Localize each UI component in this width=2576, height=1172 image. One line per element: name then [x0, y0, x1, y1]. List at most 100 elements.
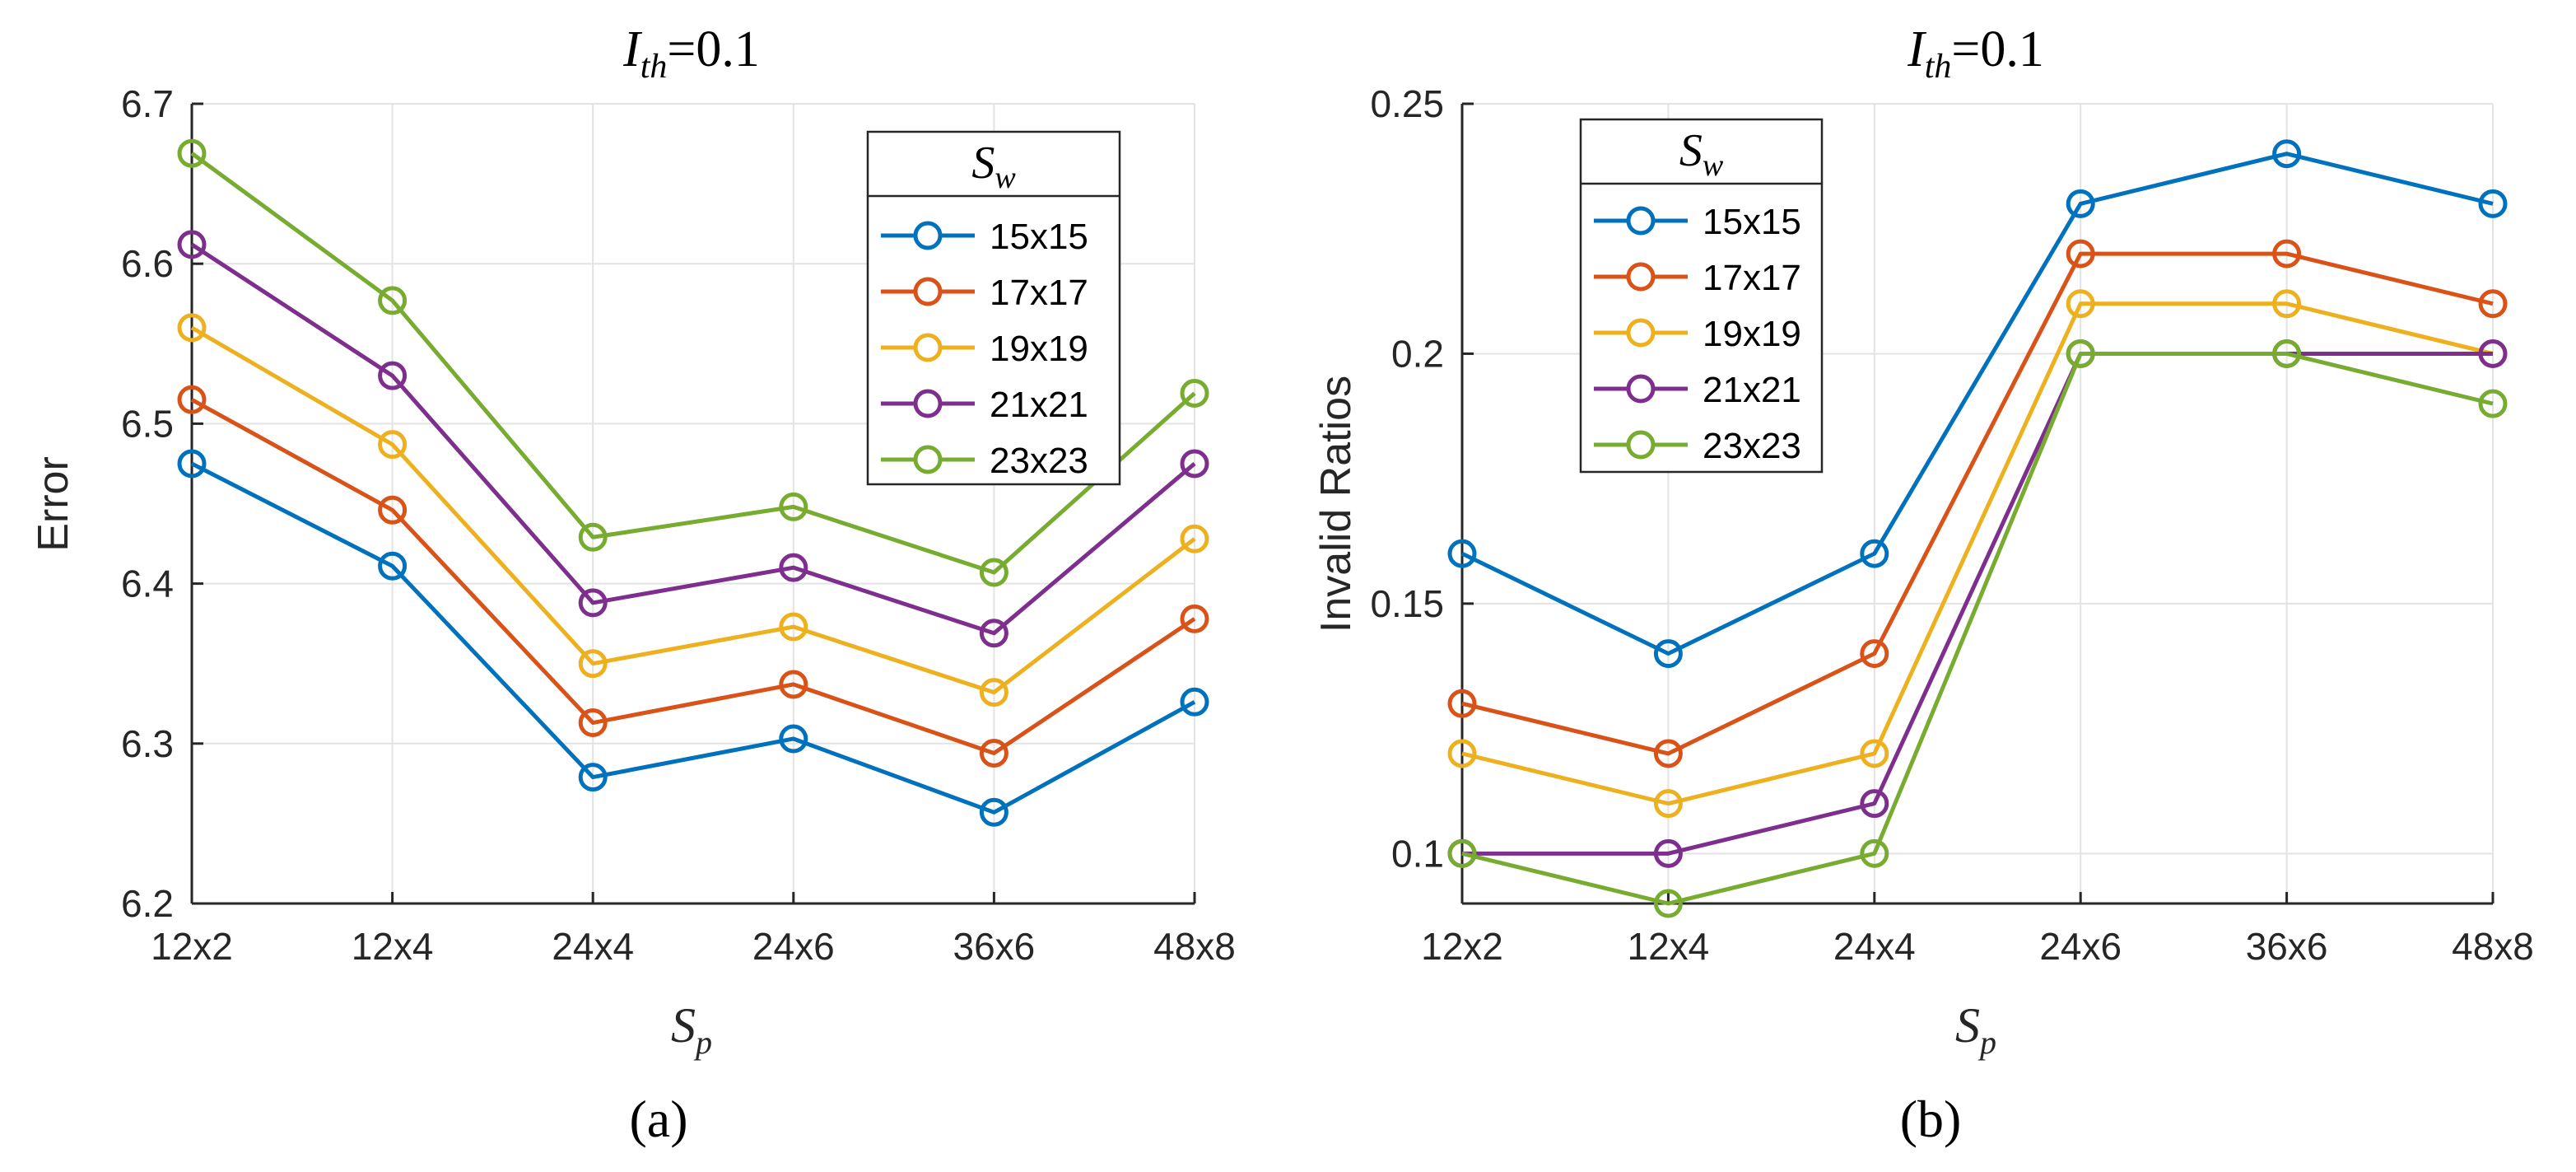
y-tick-label: 0.25: [1370, 82, 1444, 125]
y-tick-label: 0.15: [1370, 582, 1444, 625]
data-point: [1653, 889, 1683, 918]
x-tick-label: 24x6: [752, 925, 835, 968]
data-point: [779, 670, 808, 699]
legend-item: 23x23: [881, 441, 1088, 481]
legend-marker: [913, 277, 943, 306]
y-tick-label: 6.4: [121, 563, 174, 605]
data-point: [1653, 789, 1683, 819]
x-tick-label: 36x6: [2246, 925, 2328, 968]
legend-item: 15x15: [1594, 202, 1801, 242]
data-point: [2272, 239, 2302, 268]
panel-label: (b): [1900, 1090, 1962, 1148]
data-point: [979, 558, 1009, 587]
series-line: [190, 398, 1196, 755]
legend-marker: [1626, 430, 1656, 460]
data-point: [2272, 339, 2302, 368]
data-point: [1860, 789, 1889, 819]
data-point: [979, 738, 1009, 768]
legend-marker: [1626, 318, 1656, 348]
legend-item: 19x19: [881, 329, 1088, 369]
legend-marker: [1626, 262, 1656, 292]
series-line: [190, 461, 1196, 815]
series-line: [1461, 301, 2494, 806]
legend-label: 19x19: [1703, 314, 1801, 354]
data-point: [979, 619, 1009, 648]
data-point: [1447, 838, 1477, 868]
data-point: [1180, 687, 1209, 717]
x-tick-label: 24x4: [552, 925, 634, 968]
legend-label: 17x17: [1703, 258, 1801, 298]
legend-marker: [913, 221, 943, 250]
x-axis-label: Sp: [1955, 998, 1996, 1061]
data-point: [378, 286, 408, 315]
x-tick-label: 12x4: [1628, 925, 1710, 968]
x-tick-label: 12x2: [151, 925, 233, 968]
data-point: [2478, 189, 2508, 218]
data-point: [1180, 524, 1209, 553]
legend: Sw 15x15 17x17 19x19 21x21 23x23: [1579, 118, 1824, 474]
series-23x23: [177, 138, 1209, 587]
y-tick-label: 6.5: [121, 402, 174, 445]
series-line: [1461, 251, 2494, 756]
y-axis-label: Invalid Ratios: [1312, 376, 1360, 633]
data-point: [177, 138, 207, 168]
data-point: [779, 724, 808, 754]
series-line: [1461, 351, 2494, 906]
legend-marker: [1626, 206, 1656, 236]
chart-title: Ith=0.1: [622, 21, 760, 86]
legend-label: 23x23: [990, 441, 1088, 481]
x-tick-label: 36x6: [953, 925, 1036, 968]
data-point: [779, 553, 808, 582]
series-15x15: [177, 449, 1209, 827]
legend-label: 15x15: [1703, 202, 1801, 242]
legend-title-subscript: w: [995, 161, 1016, 195]
data-point: [578, 522, 608, 552]
title-symbol: I: [1907, 21, 1927, 77]
chart-panel-a: 12x2 12x4 24x4 24x6 36x6 48x8 6.2 6.3 6.4 6.5 6.6 6…: [30, 21, 1236, 1148]
legend-label: 21x21: [1703, 370, 1801, 410]
x-label-symbol: S: [1955, 998, 1980, 1053]
data-point: [2066, 339, 2095, 368]
data-point: [1860, 639, 1889, 669]
legend-label: 21x21: [990, 385, 1088, 425]
legend-marker: [913, 445, 943, 474]
data-point: [578, 649, 608, 679]
y-tick-label: 6.3: [121, 722, 174, 765]
data-point: [2478, 339, 2508, 368]
title-subscript: th: [641, 48, 668, 86]
x-tick-label: 48x8: [2452, 925, 2534, 968]
data-point: [2066, 289, 2095, 319]
legend-label: 19x19: [990, 329, 1088, 369]
data-point: [2066, 239, 2095, 268]
data-point: [378, 551, 408, 581]
data-point: [378, 430, 408, 460]
data-point: [1860, 539, 1889, 568]
x-tick-label: 48x8: [1153, 925, 1236, 968]
data-point: [1860, 739, 1889, 768]
data-point: [378, 495, 408, 525]
legend-marker: [913, 389, 943, 418]
data-point: [979, 678, 1009, 707]
legend-marker: [913, 333, 943, 362]
data-point: [1653, 739, 1683, 768]
series-23x23: [1447, 339, 2508, 918]
data-point: [177, 313, 207, 343]
data-point: [2478, 389, 2508, 418]
x-label-subscript: p: [1977, 1024, 1996, 1061]
data-point: [779, 612, 808, 642]
title-value: =0.1: [1951, 21, 2043, 77]
legend-marker: [1626, 374, 1656, 404]
series-17x17: [177, 385, 1209, 768]
legend-title-subscript: w: [1703, 148, 1724, 183]
data-point: [177, 449, 207, 479]
title-subscript: th: [1925, 48, 1952, 86]
x-tick-label: 12x4: [352, 925, 434, 968]
data-point: [1447, 689, 1477, 718]
series-21x21: [177, 230, 1209, 648]
legend-item: 17x17: [881, 273, 1088, 313]
title-value: =0.1: [667, 21, 759, 77]
x-axis-label: Sp: [671, 998, 712, 1061]
data-point: [378, 361, 408, 390]
legend-title: Sw: [1679, 125, 1724, 183]
series-19x19: [177, 313, 1209, 707]
